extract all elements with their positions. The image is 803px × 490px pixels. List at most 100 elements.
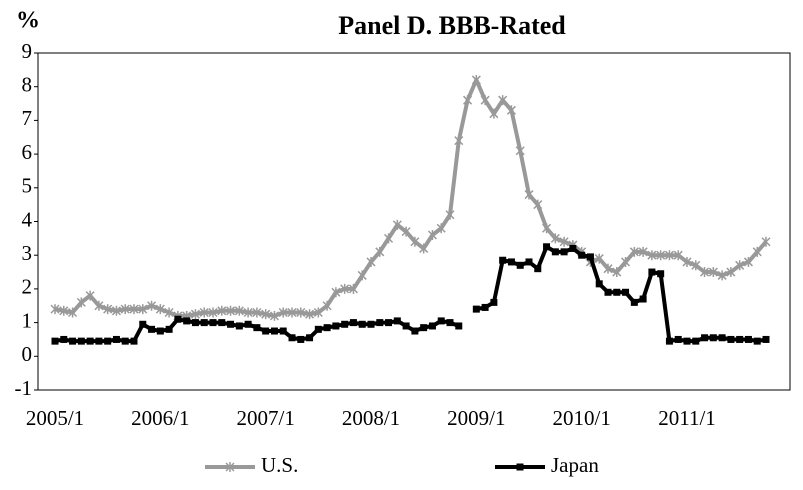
marker [139, 320, 147, 328]
marker [656, 250, 666, 261]
marker [358, 320, 366, 328]
marker [586, 253, 594, 261]
marker [165, 325, 173, 333]
marker [657, 270, 665, 278]
marker [454, 135, 464, 146]
x-tick-label: 2011/1 [658, 406, 716, 430]
marker [701, 334, 709, 342]
marker [331, 287, 341, 298]
marker [410, 236, 420, 247]
marker [753, 337, 761, 345]
marker [471, 74, 481, 85]
marker [200, 319, 208, 327]
legend-label: Japan [551, 453, 599, 477]
y-tick-label: 9 [22, 39, 33, 63]
marker [296, 307, 306, 318]
marker [77, 337, 85, 345]
marker [138, 304, 148, 315]
marker [727, 335, 735, 343]
marker [349, 319, 357, 327]
marker [481, 303, 489, 311]
y-tick-label: 5 [22, 174, 33, 198]
marker [682, 256, 692, 267]
marker [743, 256, 753, 267]
marker [279, 327, 287, 335]
marker [287, 307, 297, 318]
series-line [54, 244, 767, 344]
marker [683, 337, 691, 345]
marker [411, 327, 419, 335]
marker [86, 337, 94, 345]
marker [385, 319, 393, 327]
marker [480, 95, 490, 106]
marker [174, 315, 182, 323]
marker [305, 309, 315, 320]
marker [313, 307, 323, 318]
marker [665, 337, 673, 345]
marker [148, 325, 156, 333]
marker [455, 322, 463, 330]
marker [341, 320, 349, 328]
marker [629, 246, 639, 257]
marker [164, 307, 174, 318]
marker [191, 319, 199, 327]
marker [69, 337, 77, 345]
marker [472, 305, 480, 313]
marker [524, 189, 534, 200]
marker [446, 319, 454, 327]
marker [226, 305, 236, 316]
marker [735, 260, 745, 271]
marker [639, 295, 647, 303]
marker [332, 322, 340, 330]
marker [717, 270, 727, 281]
marker [630, 298, 638, 306]
marker [603, 263, 613, 274]
legend-label: U.S. [261, 453, 298, 477]
marker [270, 327, 278, 335]
marker [718, 334, 726, 342]
marker [692, 337, 700, 345]
marker [691, 260, 701, 271]
marker [436, 223, 446, 234]
marker [752, 246, 762, 257]
marker [700, 267, 710, 278]
marker [594, 253, 604, 264]
marker [550, 233, 560, 244]
marker [121, 337, 129, 345]
marker [393, 317, 401, 325]
marker [499, 256, 507, 264]
marker [104, 337, 112, 345]
marker [569, 244, 577, 252]
y-tick-label: 2 [22, 275, 33, 299]
marker [120, 304, 130, 315]
y-tick-label: 6 [22, 140, 33, 164]
marker [638, 246, 648, 257]
marker [129, 304, 139, 315]
marker [68, 307, 78, 318]
marker [103, 304, 113, 315]
marker [498, 95, 508, 106]
marker [533, 199, 543, 210]
marker [726, 267, 736, 278]
marker [709, 334, 717, 342]
series-line [54, 77, 768, 318]
marker [613, 288, 621, 296]
marker [323, 324, 331, 332]
marker [551, 248, 559, 256]
marker [208, 307, 218, 318]
marker [560, 248, 568, 256]
marker [578, 251, 586, 259]
marker [218, 319, 226, 327]
marker [516, 261, 524, 269]
marker [428, 322, 436, 330]
marker [437, 317, 445, 325]
marker [392, 219, 402, 230]
marker [366, 256, 376, 267]
series [51, 243, 770, 345]
marker [376, 319, 384, 327]
chart-title: Panel D. BBB-Rated [338, 11, 566, 40]
marker [463, 95, 473, 106]
marker [59, 305, 69, 316]
x-tick-label: 2006/1 [131, 406, 189, 430]
marker [595, 280, 603, 288]
